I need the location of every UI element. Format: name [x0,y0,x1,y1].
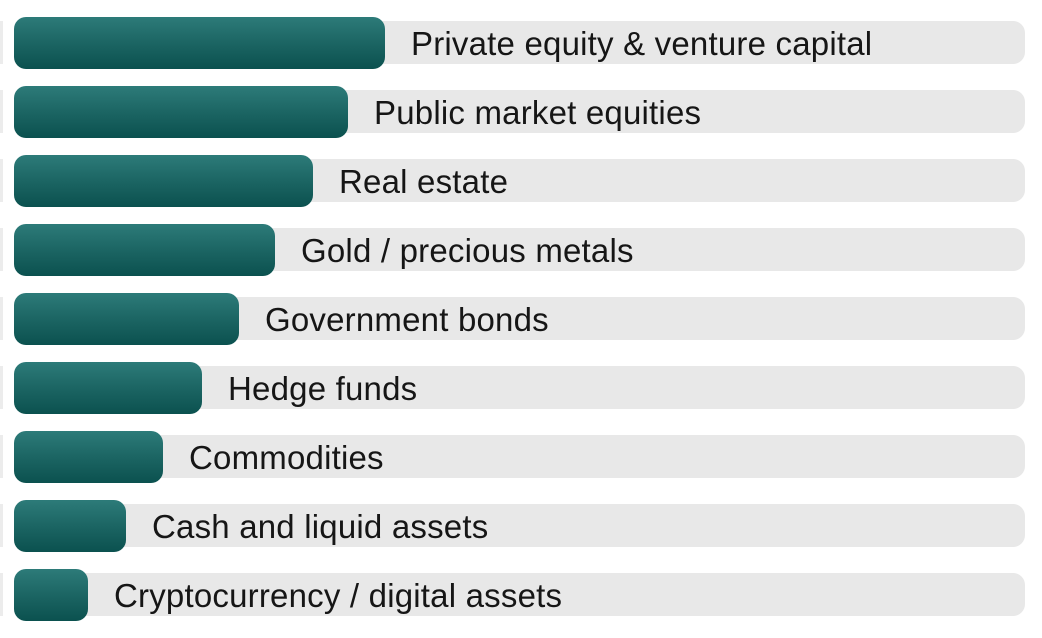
bar [14,362,202,414]
bar [14,293,239,345]
bar-row: Cash and liquid assets [0,500,1025,552]
bar-label: Cryptocurrency / digital assets [114,577,563,614]
bar [14,86,348,138]
bar-row: Government bonds [0,293,1025,345]
bar [14,500,126,552]
bar-label: Hedge funds [228,370,418,407]
bar-label: Commodities [189,439,384,476]
left-edge-sliver [0,297,3,340]
bar-label: Private equity & venture capital [411,25,873,62]
bar-row: Real estate [0,155,1025,207]
left-edge-sliver [0,504,3,547]
bar-label: Public market equities [374,94,702,131]
bar [14,431,163,483]
bar-track [14,573,1025,616]
left-edge-sliver [0,21,3,64]
bar-row: Hedge funds [0,362,1025,414]
bar-label: Real estate [339,163,509,200]
bar-label: Cash and liquid assets [152,508,489,545]
bar [14,224,275,276]
bar-row: Cryptocurrency / digital assets [0,569,1025,621]
bar-track [14,504,1025,547]
left-edge-sliver [0,435,3,478]
left-edge-sliver [0,573,3,616]
left-edge-sliver [0,228,3,271]
bar-row: Private equity & venture capital [0,17,1025,69]
bar-label: Government bonds [265,301,549,338]
bar [14,17,385,69]
left-edge-sliver [0,366,3,409]
left-edge-sliver [0,159,3,202]
bar-row: Public market equities [0,86,1025,138]
left-edge-sliver [0,90,3,133]
bar-track [14,435,1025,478]
bar [14,155,313,207]
bar-row: Gold / precious metals [0,224,1025,276]
bar [14,569,88,621]
bar-row: Commodities [0,431,1025,483]
bar-label: Gold / precious metals [301,232,634,269]
